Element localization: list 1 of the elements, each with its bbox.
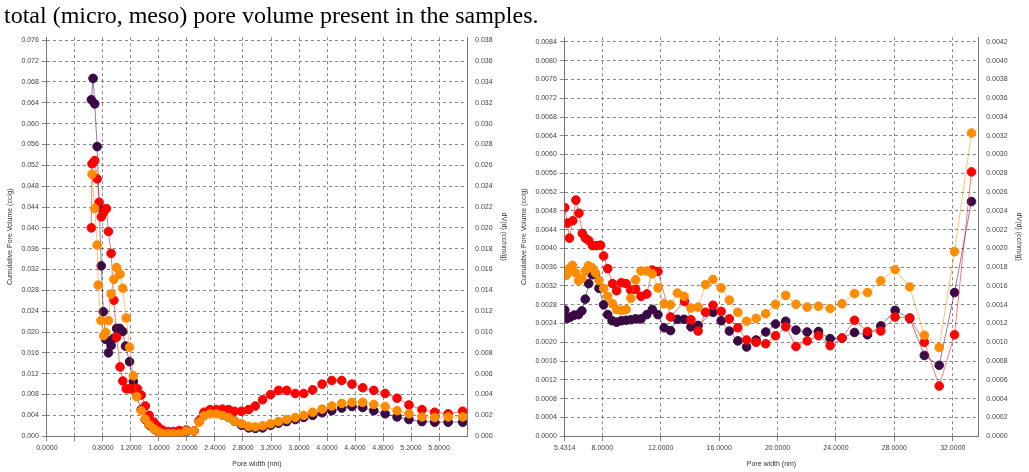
text: total (micro, meso) pore volume present in the samples. [4,2,539,28]
